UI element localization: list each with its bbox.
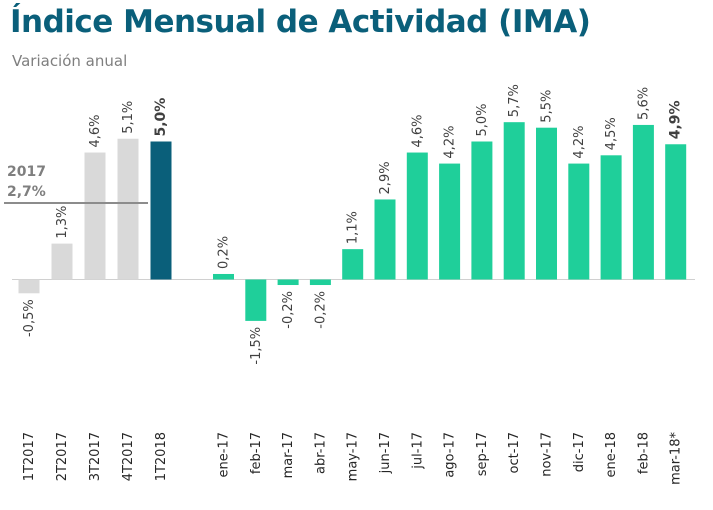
category-label: ago-17	[443, 432, 458, 478]
bar-nov-17	[536, 127, 557, 280]
bar-ene-17	[213, 273, 234, 280]
category-label: nov-17	[540, 432, 555, 477]
category-label: may-17	[346, 432, 361, 481]
value-label: 4,5%	[604, 117, 619, 150]
bar-oct-17	[503, 122, 525, 280]
category-label: 1T2018	[154, 432, 169, 481]
bar-4T2017	[117, 138, 139, 280]
bar-1T2017	[18, 279, 40, 294]
value-label: 4,6%	[88, 115, 103, 148]
category-label: mar-17	[281, 432, 296, 478]
category-label: 1T2017	[22, 432, 37, 481]
value-label: -0,2%	[281, 291, 296, 329]
category-label: abr-17	[313, 432, 328, 474]
bar-jun-17	[374, 199, 396, 280]
bar-abr-17	[309, 279, 331, 286]
chart-title: Índice Mensual de Actividad (IMA)	[10, 4, 591, 40]
category-label: jun-17	[378, 432, 393, 474]
bar-may-17	[342, 249, 364, 280]
bar-ago-17	[439, 163, 461, 280]
bar-sep-17	[471, 141, 493, 280]
value-label: 4,2%	[572, 126, 587, 159]
value-label: 5,6%	[636, 87, 651, 120]
value-label: 5,5%	[540, 90, 555, 123]
value-label: 5,7%	[507, 84, 522, 117]
bar-jul-17	[406, 152, 428, 280]
value-label: 1,3%	[55, 206, 70, 239]
category-label: 4T2017	[121, 432, 136, 481]
bar-3T2017	[84, 152, 106, 280]
chart-subtitle: Variación anual	[12, 52, 128, 70]
value-label: 4,2%	[443, 126, 458, 159]
category-label: mar-18*	[669, 432, 684, 485]
category-label: sep-17	[475, 432, 490, 476]
bar-1T2018	[150, 141, 172, 280]
category-label: dic-17	[572, 432, 587, 472]
bar-feb-18	[632, 124, 654, 280]
bar-2T2017	[51, 243, 73, 280]
category-label: oct-17	[507, 432, 522, 473]
value-label: 2,9%	[378, 161, 393, 194]
value-label: 4,6%	[410, 115, 425, 148]
bar-mar-17	[277, 279, 299, 286]
value-label: 4,9%	[668, 100, 684, 139]
category-label: jul-17	[410, 432, 425, 470]
category-label: feb-17	[249, 432, 264, 474]
category-label: feb-18	[636, 432, 651, 474]
bar-mar-18*	[665, 144, 687, 280]
value-label: -1,5%	[249, 327, 264, 365]
annual-value-label: 2,7%	[7, 184, 46, 200]
bar-ene-18	[600, 155, 622, 280]
value-label: 5,0%	[153, 98, 169, 137]
category-label: 2T2017	[55, 432, 70, 481]
category-label: 3T2017	[88, 432, 103, 481]
value-label: 5,1%	[121, 101, 136, 134]
annual-year-label: 2017	[7, 164, 46, 180]
value-label: 5,0%	[475, 103, 490, 136]
bar-dic-17	[568, 163, 590, 280]
category-label: ene-18	[604, 432, 619, 477]
category-label: ene-17	[217, 432, 232, 477]
value-label: -0,5%	[22, 299, 37, 337]
bar-feb-17	[245, 279, 267, 321]
value-label: 1,1%	[346, 211, 361, 244]
value-label: 0,2%	[217, 236, 232, 269]
value-label: -0,2%	[313, 291, 328, 329]
